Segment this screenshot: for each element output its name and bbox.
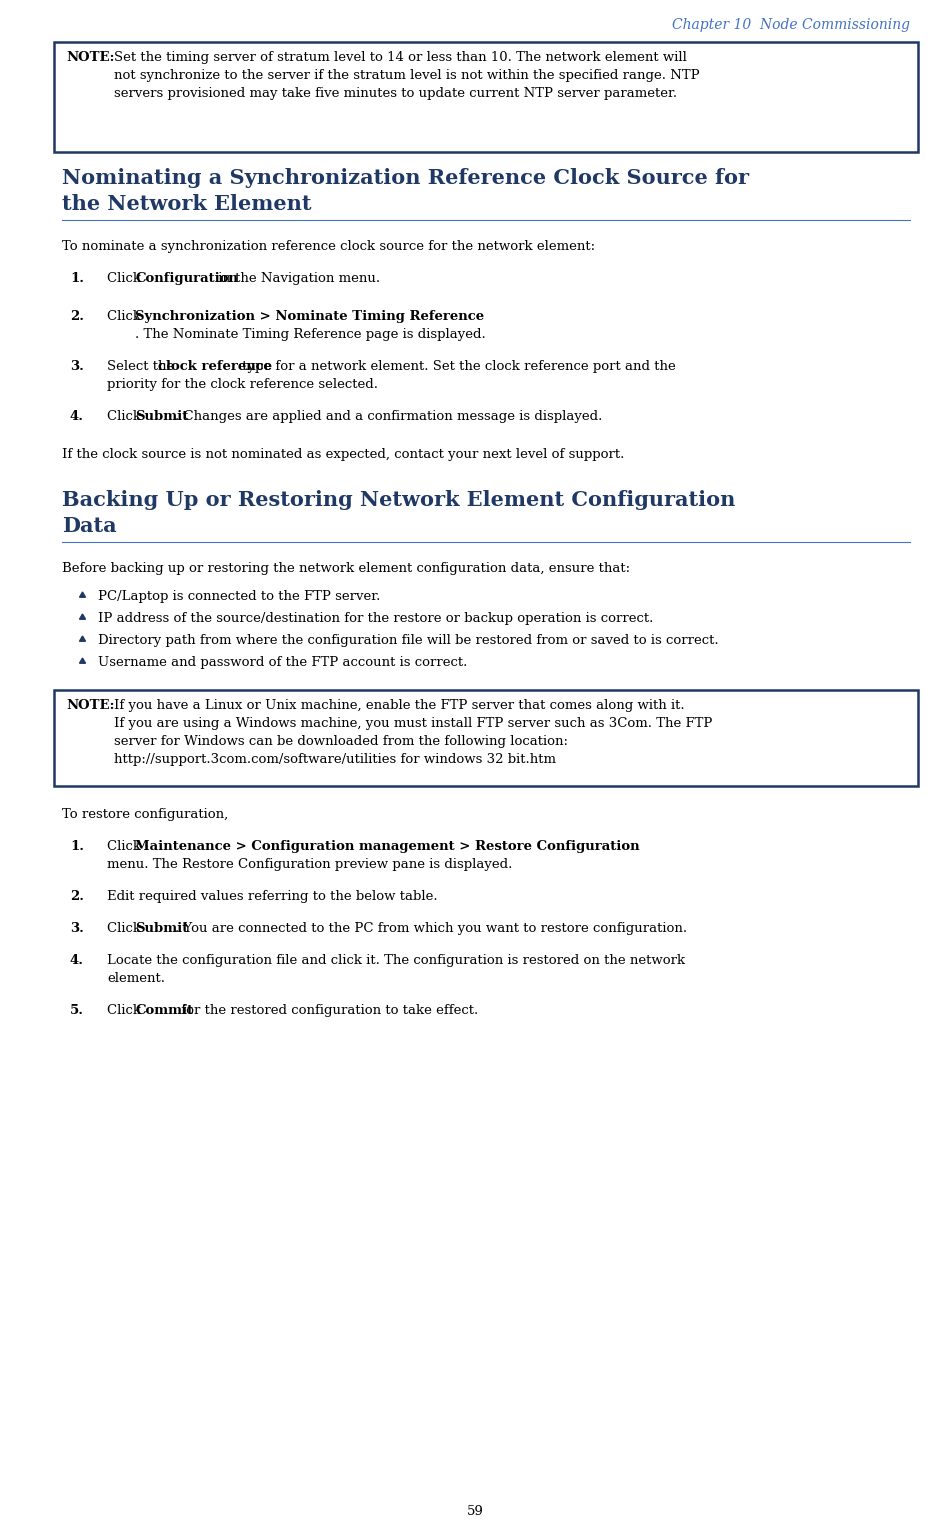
Text: IP address of the source/destination for the restore or backup operation is corr: IP address of the source/destination for…: [98, 612, 653, 624]
Text: Click: Click: [107, 272, 146, 285]
Text: servers provisioned may take five minutes to update current NTP server parameter: servers provisioned may take five minute…: [114, 87, 677, 100]
Text: 5.: 5.: [70, 1003, 84, 1017]
Text: 2.: 2.: [70, 310, 84, 324]
Text: . You are connected to the PC from which you want to restore configuration.: . You are connected to the PC from which…: [175, 922, 688, 936]
Text: . Changes are applied and a confirmation message is displayed.: . Changes are applied and a confirmation…: [175, 410, 602, 423]
Text: 1.: 1.: [70, 841, 84, 853]
Text: the Network Element: the Network Element: [62, 193, 312, 215]
Text: Click: Click: [107, 310, 146, 324]
Text: 4.: 4.: [70, 410, 84, 423]
Text: Data: Data: [62, 515, 117, 535]
Text: Chapter 10  Node Commissioning: Chapter 10 Node Commissioning: [672, 18, 910, 32]
Text: Submit: Submit: [135, 922, 188, 936]
Text: Set the timing server of stratum level to 14 or less than 10. The network elemen: Set the timing server of stratum level t…: [114, 51, 687, 64]
Text: 4.: 4.: [70, 954, 84, 966]
Text: Click: Click: [107, 922, 146, 936]
Text: Backing Up or Restoring Network Element Configuration: Backing Up or Restoring Network Element …: [62, 489, 735, 509]
Text: clock reference: clock reference: [158, 360, 272, 373]
Text: Select the: Select the: [107, 360, 179, 373]
Text: type for a network element. Set the clock reference port and the: type for a network element. Set the cloc…: [238, 360, 676, 373]
FancyBboxPatch shape: [54, 690, 918, 785]
Text: Commit: Commit: [135, 1003, 193, 1017]
Text: If you have a Linux or Unix machine, enable the FTP server that comes along with: If you have a Linux or Unix machine, ena…: [114, 700, 685, 712]
Text: http://support.3com.com/software/utilities for windows 32 bit.htm: http://support.3com.com/software/utiliti…: [114, 753, 556, 765]
Text: 3.: 3.: [70, 922, 84, 936]
Text: server for Windows can be downloaded from the following location:: server for Windows can be downloaded fro…: [114, 735, 568, 749]
Text: Click: Click: [107, 410, 146, 423]
Text: priority for the clock reference selected.: priority for the clock reference selecte…: [107, 377, 378, 391]
Text: in the Navigation menu.: in the Navigation menu.: [214, 272, 380, 285]
Text: element.: element.: [107, 973, 165, 985]
Text: NOTE:: NOTE:: [66, 700, 114, 712]
Text: PC/Laptop is connected to the FTP server.: PC/Laptop is connected to the FTP server…: [98, 591, 380, 603]
FancyBboxPatch shape: [54, 41, 918, 152]
Text: Directory path from where the configuration file will be restored from or saved : Directory path from where the configurat…: [98, 634, 719, 647]
Text: Maintenance > Configuration management > Restore Configuration: Maintenance > Configuration management >…: [135, 841, 640, 853]
Text: Click: Click: [107, 841, 146, 853]
Text: menu. The Restore Configuration preview pane is displayed.: menu. The Restore Configuration preview …: [107, 858, 513, 871]
Text: 1.: 1.: [70, 272, 84, 285]
Text: 3.: 3.: [70, 360, 84, 373]
Text: To nominate a synchronization reference clock source for the network element:: To nominate a synchronization reference …: [62, 239, 595, 253]
Text: If the clock source is not nominated as expected, contact your next level of sup: If the clock source is not nominated as …: [62, 448, 625, 462]
Text: for the restored configuration to take effect.: for the restored configuration to take e…: [177, 1003, 478, 1017]
Text: . The Nominate Timing Reference page is displayed.: . The Nominate Timing Reference page is …: [135, 328, 486, 341]
Text: Submit: Submit: [135, 410, 188, 423]
Text: Nominating a Synchronization Reference Clock Source for: Nominating a Synchronization Reference C…: [62, 169, 749, 189]
Text: Locate the configuration file and click it. The configuration is restored on the: Locate the configuration file and click …: [107, 954, 685, 966]
Text: Username and password of the FTP account is correct.: Username and password of the FTP account…: [98, 657, 467, 669]
Text: 2.: 2.: [70, 890, 84, 904]
Text: To restore configuration,: To restore configuration,: [62, 808, 228, 821]
Text: Configuration: Configuration: [135, 272, 238, 285]
Text: NOTE:: NOTE:: [66, 51, 114, 64]
Text: Edit required values referring to the below table.: Edit required values referring to the be…: [107, 890, 437, 904]
Text: If you are using a Windows machine, you must install FTP server such as 3Com. Th: If you are using a Windows machine, you …: [114, 716, 712, 730]
Text: not synchronize to the server if the stratum level is not within the specified r: not synchronize to the server if the str…: [114, 69, 700, 81]
Text: Before backing up or restoring the network element configuration data, ensure th: Before backing up or restoring the netwo…: [62, 561, 631, 575]
Text: Click: Click: [107, 1003, 146, 1017]
Text: 59: 59: [467, 1505, 484, 1519]
Text: Synchronization > Nominate Timing Reference: Synchronization > Nominate Timing Refere…: [135, 310, 484, 324]
